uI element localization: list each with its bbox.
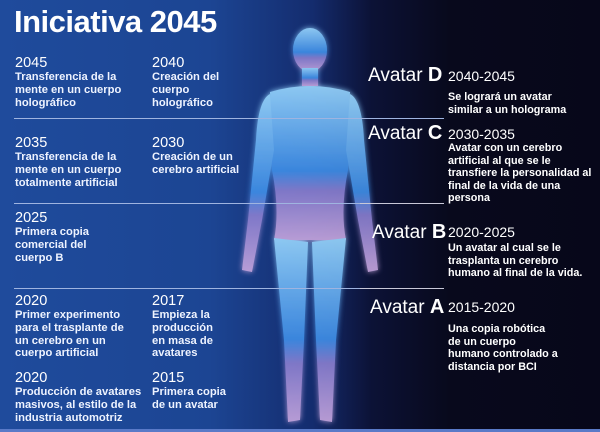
- page-title: Iniciativa 2045: [14, 4, 217, 39]
- avatar-letter: D: [427, 64, 443, 86]
- event-text: Transferencia de la mente en un cuerpo h…: [15, 71, 122, 109]
- avatar-word: Avatar: [368, 123, 423, 144]
- divider: [360, 288, 444, 289]
- avatar-range: 2020-2025: [448, 224, 515, 240]
- avatar-word: Avatar: [370, 297, 425, 318]
- avatar-text: Una copia robótica de un cuerpo humano c…: [448, 323, 558, 373]
- divider: [14, 118, 444, 119]
- timeline-event: 2040 Creación del cuerpo holográfico: [152, 55, 232, 109]
- event-text: Empieza la producción en masa de avatare…: [152, 309, 213, 360]
- event-year: 2020: [15, 293, 48, 309]
- avatar-d-label: Avatar D: [368, 64, 442, 87]
- avatar-letter: C: [427, 122, 443, 144]
- avatar-b-label: Avatar B: [372, 221, 446, 244]
- timeline-event: 2025 Primera copia comercial del cuerpo B: [15, 210, 100, 264]
- timeline-event: 2030 Creación de un cerebro artificial: [152, 135, 252, 177]
- human-hologram-figure: [242, 28, 378, 422]
- avatar-range: 2015-2020: [448, 299, 515, 315]
- timeline-event: 2020 Primer experimento para el trasplant…: [15, 293, 135, 360]
- event-text: Creación del cuerpo holográfico: [152, 71, 220, 109]
- event-text: Primera copia de un avatar: [152, 386, 226, 411]
- event-year: 2035: [15, 135, 48, 151]
- avatar-letter: B: [431, 221, 447, 243]
- event-year: 2040: [152, 55, 185, 71]
- avatar-word: Avatar: [368, 65, 423, 86]
- event-text: Creación de un cerebro artificial: [152, 151, 240, 176]
- timeline-event: 2020 Producción de avatares masivos, al e…: [15, 370, 150, 424]
- bottom-bar: [0, 429, 600, 432]
- avatar-d-info: 2040-2045 Se logrará un avatar similar a …: [448, 68, 598, 116]
- timeline-event: 2045 Transferencia de la mente en un cuer…: [15, 55, 150, 109]
- avatar-c-info: 2030-2035 Avatar con un cerebro artificia…: [448, 126, 598, 205]
- event-year: 2015: [152, 370, 185, 386]
- event-year: 2020: [15, 370, 48, 386]
- avatar-text: Avatar con un cerebro artificial al que …: [448, 142, 592, 205]
- avatar-a-info: 2015-2020 Una copia robótica de un cuerpo…: [448, 299, 598, 373]
- avatar-b-info: 2020-2025 Un avatar al cual se le traspla…: [448, 224, 598, 280]
- timeline-event: 2015 Primera copia de un avatar: [152, 370, 227, 412]
- divider: [14, 203, 374, 204]
- divider: [360, 203, 444, 204]
- avatar-a-label: Avatar A: [370, 296, 444, 319]
- avatar-letter: A: [429, 296, 445, 318]
- timeline-event: 2035 Transferencia de la mente en un cuer…: [15, 135, 150, 189]
- avatar-range: 2040-2045: [448, 68, 515, 84]
- avatar-text: Un avatar al cual se le trasplanta un ce…: [448, 242, 583, 280]
- avatar-c-label: Avatar C: [368, 122, 442, 145]
- event-year: 2030: [152, 135, 185, 151]
- event-year: 2045: [15, 55, 48, 71]
- event-text: Primera copia comercial del cuerpo B: [15, 226, 89, 264]
- event-text: Transferencia de la mente en un cuerpo t…: [15, 151, 122, 189]
- event-year: 2025: [15, 210, 48, 226]
- avatar-word: Avatar: [372, 222, 427, 243]
- event-text: Producción de avatares masivos, al estil…: [15, 386, 142, 424]
- timeline-event: 2017 Empieza la producción en masa de ava…: [152, 293, 227, 360]
- avatar-text: Se logrará un avatar similar a un hologr…: [448, 91, 567, 116]
- avatar-range: 2030-2035: [448, 126, 515, 142]
- event-text: Primer experimento para el trasplante de…: [15, 309, 124, 360]
- divider: [14, 288, 374, 289]
- event-year: 2017: [152, 293, 185, 309]
